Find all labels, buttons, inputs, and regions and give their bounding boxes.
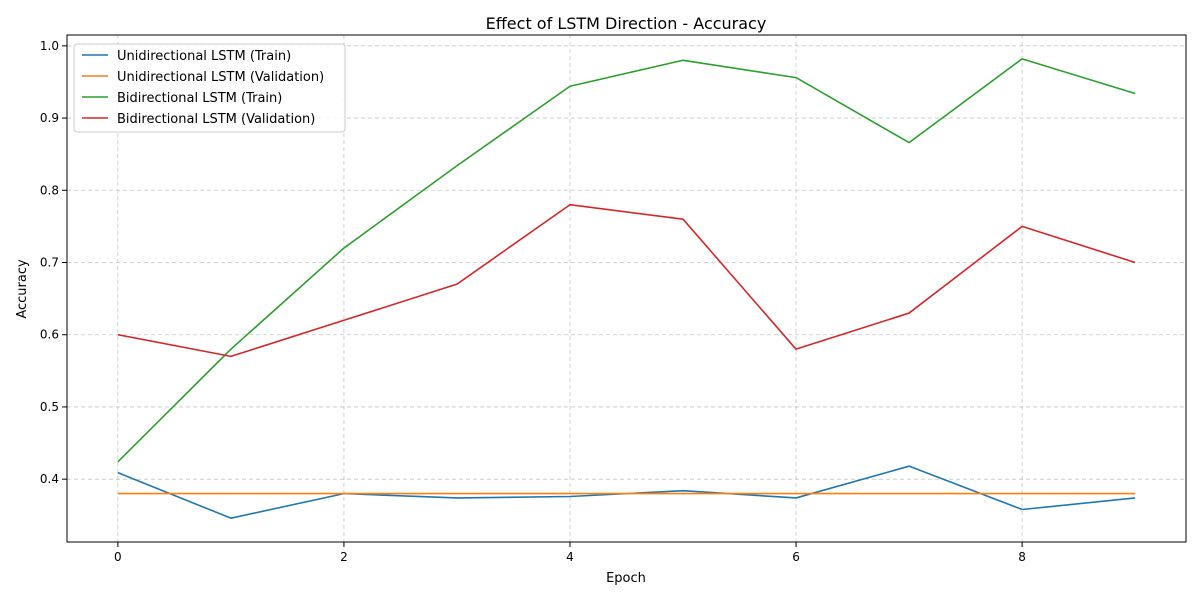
- y-tick-label-3: 0.7: [40, 256, 59, 270]
- grid: [67, 35, 1186, 542]
- y-tick-label-2: 0.6: [40, 328, 59, 342]
- y-tick-label-1: 0.5: [40, 400, 59, 414]
- x-axis-ticks: 0 2 4 6 8: [114, 542, 1026, 564]
- y-tick-label-4: 0.8: [40, 183, 59, 197]
- legend-box: [73, 43, 346, 133]
- x-tick-label-1: 2: [340, 550, 348, 564]
- series-lines: [117, 58, 1136, 519]
- y-tick-label-6: 1.0: [40, 39, 59, 53]
- x-tick-label-3: 6: [792, 550, 800, 564]
- series-line-3: [117, 203, 1136, 358]
- legend: Unidirectional LSTM (Train) Unidirectiona…: [73, 43, 346, 133]
- y-axis-ticks: 0.4 0.5 0.6 0.7 0.8 0.9 1.0: [40, 39, 67, 486]
- series-line-0: [117, 465, 1136, 519]
- y-tick-label-5: 0.9: [40, 111, 59, 125]
- y-tick-label-0: 0.4: [40, 472, 59, 486]
- x-tick-label-2: 4: [566, 550, 574, 564]
- legend-label-1: Unidirectional LSTM (Validation): [117, 70, 324, 85]
- x-axis-label: Epoch: [606, 571, 646, 586]
- legend-label-3: Bidirectional LSTM (Validation): [117, 112, 315, 127]
- y-axis-label: Accuracy: [15, 259, 30, 319]
- chart-title: Effect of LSTM Direction - Accuracy: [486, 14, 767, 33]
- x-tick-label-4: 8: [1018, 550, 1026, 564]
- legend-label-2: Bidirectional LSTM (Train): [117, 91, 282, 106]
- plot-frame: [66, 34, 1187, 543]
- series-line-2: [117, 58, 1136, 463]
- x-tick-label-0: 0: [114, 550, 122, 564]
- legend-label-0: Unidirectional LSTM (Train): [117, 49, 291, 64]
